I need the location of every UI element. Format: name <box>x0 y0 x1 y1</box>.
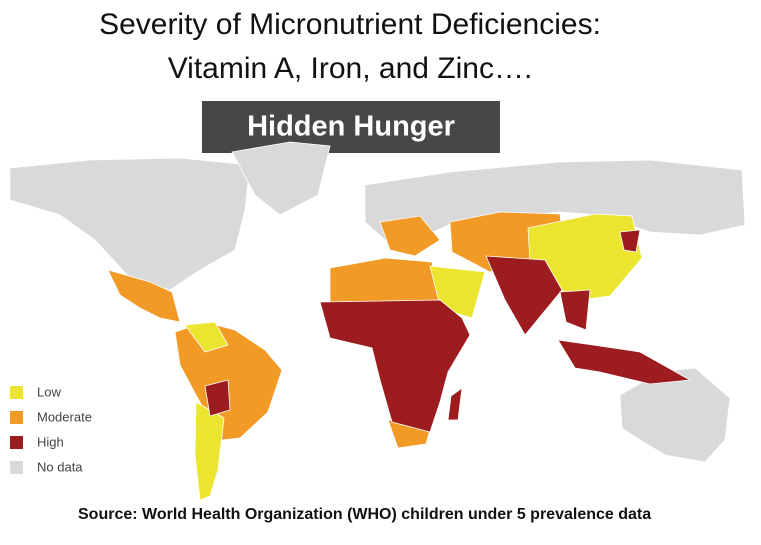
title-line: Vitamin A, Iron, and Zinc…. <box>168 52 533 85</box>
region <box>329 257 441 306</box>
legend-label: No data <box>37 459 83 474</box>
region <box>231 141 331 216</box>
legend-swatch <box>10 386 23 399</box>
legend-swatch <box>10 411 23 424</box>
legend-swatch <box>10 436 23 449</box>
region <box>379 215 441 257</box>
source-note: Source: World Health Organization (WHO) … <box>78 506 651 523</box>
region <box>619 367 731 463</box>
region <box>447 387 463 421</box>
legend-swatch <box>10 461 23 474</box>
banner-box <box>202 101 500 153</box>
world-map <box>9 141 746 501</box>
legend-label: Low <box>37 384 61 399</box>
region <box>429 265 486 319</box>
region <box>194 401 225 501</box>
region <box>174 321 283 441</box>
region <box>319 299 471 433</box>
region <box>557 339 692 385</box>
region <box>619 229 641 253</box>
banner: Hidden Hunger <box>247 111 455 143</box>
legend-label: Moderate <box>37 409 92 424</box>
region <box>204 379 231 417</box>
legend: Low Moderate High No data <box>10 384 92 474</box>
region <box>107 269 181 323</box>
region <box>184 321 229 353</box>
region <box>559 289 591 331</box>
title-line: Severity of Micronutrient Deficiencies: <box>99 8 601 41</box>
legend-label: High <box>37 434 64 449</box>
region <box>9 157 251 291</box>
region <box>485 255 563 336</box>
